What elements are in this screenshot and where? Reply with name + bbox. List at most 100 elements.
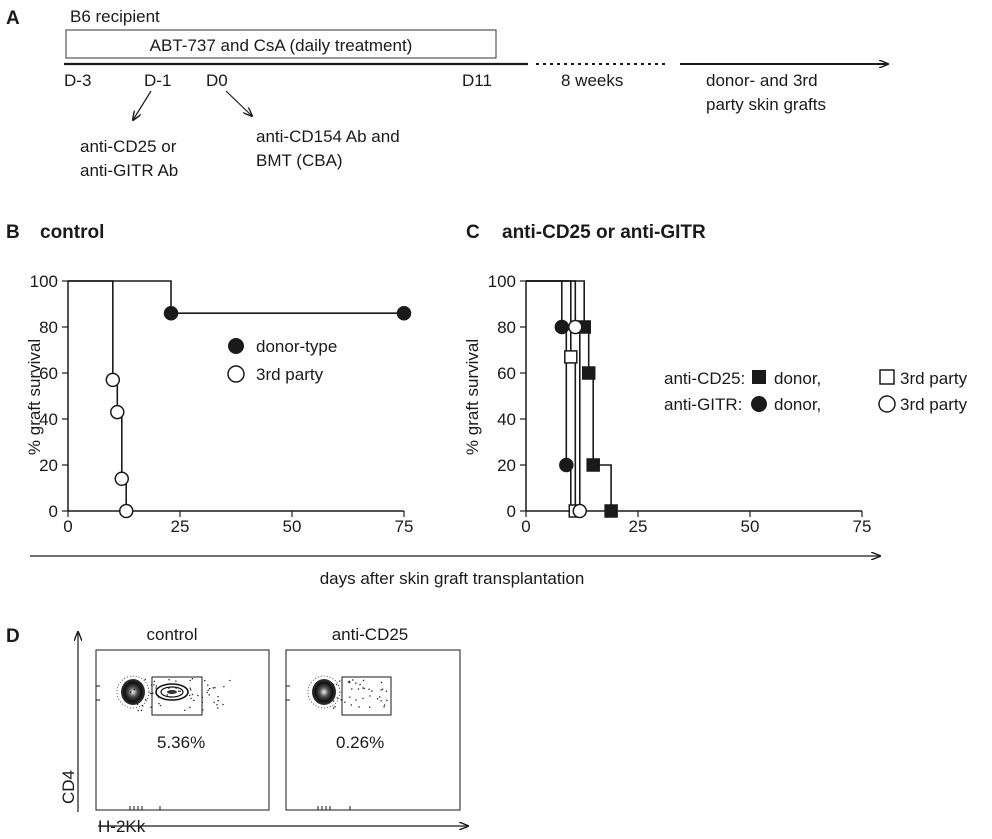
cell-dot <box>355 682 357 684</box>
legend-group-label: anti-GITR: <box>664 395 742 414</box>
flow-plot-control: control 5.36% <box>95 625 270 811</box>
d-minus1-arrow <box>133 90 152 120</box>
panel-a-letter: A <box>6 8 20 29</box>
treatment-box <box>65 29 497 59</box>
cell-dot <box>380 700 382 702</box>
cell-dot <box>175 680 177 682</box>
shared-x-axis: days after skin graft transplantation <box>30 556 880 588</box>
cell-dot <box>217 707 219 709</box>
d-minus1-note: anti-CD25 or <box>80 137 177 156</box>
data-point <box>110 404 125 420</box>
cell-dot <box>349 696 351 698</box>
cell-dot <box>169 696 172 698</box>
panel-b-chart: B control % graft survival donor-type 3r… <box>6 222 413 536</box>
cell-dot <box>223 686 225 688</box>
axis-ticks <box>286 685 351 810</box>
cell-dot <box>202 709 204 711</box>
cell-dot <box>155 687 157 689</box>
cell-dot <box>352 679 354 681</box>
cell-dot <box>130 691 132 693</box>
series-line <box>68 280 404 315</box>
cell-dot <box>168 679 170 681</box>
cell-dot <box>333 683 335 686</box>
cell-dot <box>159 704 162 707</box>
gate-percent: 0.26% <box>336 733 384 752</box>
series-line <box>526 280 577 511</box>
legend-marker-gitr-donor <box>751 396 767 412</box>
cell-dot <box>344 701 346 703</box>
panel-c-title: anti-CD25 or anti-GITR <box>502 222 706 243</box>
panel-c-ylabel: % graft survival <box>463 339 482 455</box>
cell-dot <box>190 697 192 700</box>
cell-dot <box>155 685 157 687</box>
cell-dot <box>201 701 203 703</box>
cell-dot <box>207 684 209 686</box>
cell-dot <box>158 702 160 705</box>
panel-b-letter: B <box>6 222 20 243</box>
cell-dot <box>362 679 365 682</box>
cell-dot <box>216 704 218 706</box>
cd4-axis-label: CD4 <box>59 770 78 804</box>
y-tick-label: 20 <box>497 456 516 475</box>
data-point <box>114 471 130 487</box>
cell-dot <box>174 683 177 685</box>
cell-dot <box>362 697 364 700</box>
cell-dot <box>355 699 357 701</box>
cell-cluster-negative <box>121 679 145 705</box>
cell-dot <box>217 695 219 698</box>
cell-dot <box>201 696 203 699</box>
day-label: D-1 <box>144 71 171 90</box>
cell-dot <box>150 706 152 708</box>
panel-b-title: control <box>40 222 104 243</box>
cell-dot <box>376 698 379 700</box>
d0-note: BMT (CBA) <box>256 151 343 170</box>
panel-d-letter: D <box>6 626 20 647</box>
series-line <box>526 280 612 511</box>
data-point <box>118 503 134 519</box>
cell-dot <box>209 688 211 690</box>
cell-dot <box>386 699 388 702</box>
flow-plot-anti-cd25: anti-CD25 0.26% <box>285 625 461 811</box>
cell-dot <box>380 689 382 691</box>
cell-dot <box>191 693 194 696</box>
cell-dot <box>359 684 361 686</box>
cell-dot <box>142 705 144 707</box>
cell-dot <box>350 704 352 706</box>
h2kk-axis-label: H-2Kk <box>98 817 146 836</box>
cell-dot <box>184 709 186 711</box>
data-point <box>604 504 618 518</box>
cell-dot <box>380 681 383 684</box>
cell-dot <box>347 681 349 683</box>
data-point <box>105 372 121 388</box>
day-label: D11 <box>462 71 492 90</box>
data-point <box>581 366 596 380</box>
cell-dot <box>222 703 224 706</box>
flow-plot-frame <box>285 649 461 811</box>
day-label: D-3 <box>64 71 91 90</box>
cell-dot <box>151 684 153 686</box>
cell-dot <box>336 697 338 699</box>
panel-b-legend: donor-type 3rd party <box>227 337 337 384</box>
cell-dot <box>187 691 189 693</box>
series-line <box>526 280 572 511</box>
cell-dot <box>334 694 336 696</box>
flow-plot-title: anti-CD25 <box>332 625 409 644</box>
cell-dot <box>383 706 385 708</box>
y-tick-label: 80 <box>39 318 58 337</box>
gate-box <box>151 676 203 716</box>
cell-dot <box>153 680 155 683</box>
cell-dot <box>197 694 199 697</box>
cell-dot <box>362 687 364 689</box>
legend-label-donor: donor-type <box>256 337 337 356</box>
shared-x-label: days after skin graft transplantation <box>320 569 585 588</box>
cell-cluster-positive-center <box>167 690 177 694</box>
flow-plot-title: control <box>146 625 197 644</box>
y-tick-label: 40 <box>497 410 516 429</box>
cell-dot <box>368 688 370 690</box>
cell-dot <box>150 692 152 695</box>
cell-dot <box>333 700 335 702</box>
cell-dot <box>136 703 139 705</box>
cell-dot <box>358 706 360 708</box>
data-point <box>396 305 412 321</box>
